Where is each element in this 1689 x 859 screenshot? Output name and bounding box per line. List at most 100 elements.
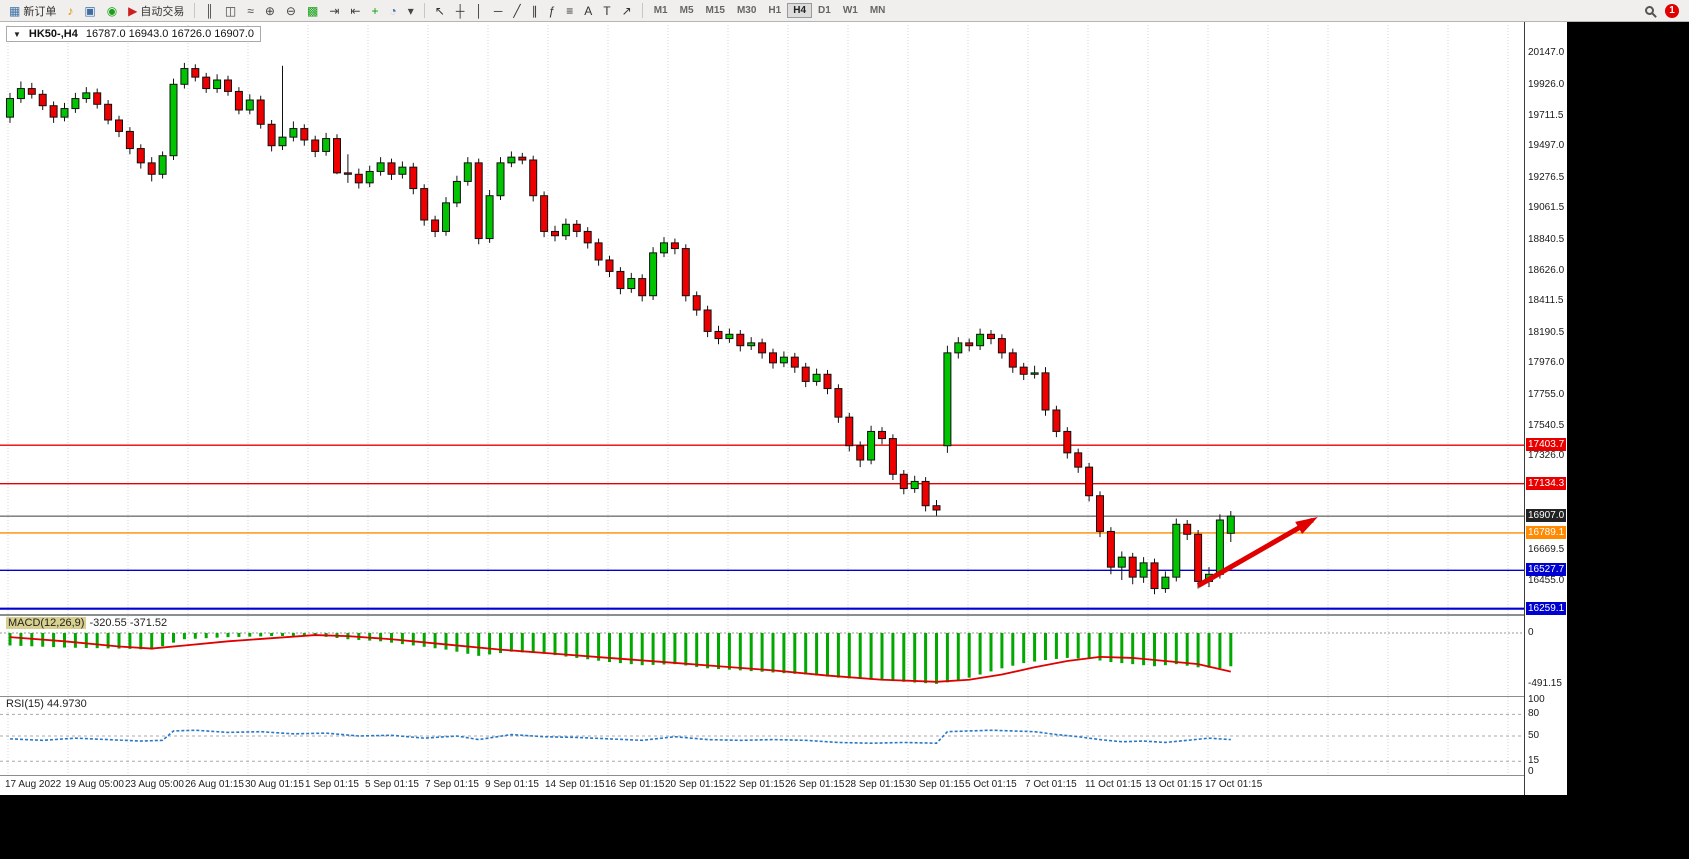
shapes-button[interactable]: ≡ bbox=[561, 3, 578, 19]
new-order-icon: ▦ bbox=[9, 3, 21, 18]
price-tick: 18626.0 bbox=[1528, 264, 1565, 276]
arrows-button[interactable]: ↗ bbox=[617, 3, 637, 19]
label-icon: T bbox=[603, 3, 611, 18]
new-order-button[interactable]: ▦ 新订单 bbox=[4, 1, 61, 21]
price-badge-16789.1: 16789.1 bbox=[1526, 525, 1567, 539]
horizontal-line-icon: ─ bbox=[493, 3, 503, 18]
chart-shift-button[interactable]: ⇤ bbox=[345, 3, 365, 19]
market-watch-button[interactable]: ◉ bbox=[102, 3, 122, 19]
time-label: 23 Aug 05:00 bbox=[125, 779, 184, 790]
price-tick: 19061.5 bbox=[1528, 202, 1565, 214]
timeframe-m15-button[interactable]: M15 bbox=[705, 5, 725, 16]
trend-arrow-head bbox=[1295, 517, 1318, 535]
zoom-out-icon: ⊖ bbox=[285, 3, 296, 18]
label-button[interactable]: T bbox=[598, 3, 615, 19]
templates-button[interactable]: ▾ bbox=[403, 3, 419, 19]
chart-ohlc-values: 16787.0 16943.0 16726.0 16907.0 bbox=[85, 28, 255, 40]
price-badge-17134.3: 17134.3 bbox=[1526, 476, 1567, 490]
time-label: 11 Oct 01:15 bbox=[1085, 779, 1142, 790]
text-button[interactable]: A bbox=[579, 3, 597, 19]
equidistant-channel-icon: ∥ bbox=[531, 3, 538, 18]
fibonacci-button[interactable]: ƒ bbox=[544, 3, 561, 19]
trendline-icon: ╱ bbox=[513, 3, 521, 18]
cursor-icon: ↖ bbox=[434, 3, 445, 18]
timeframe-d1-button[interactable]: D1 bbox=[818, 5, 831, 16]
price-tick: 17540.5 bbox=[1528, 419, 1565, 431]
rsi-line bbox=[9, 729, 1231, 745]
vertical-line-icon: │ bbox=[475, 3, 483, 18]
time-axis[interactable]: 17 Aug 2022 19 Aug 05:00 23 Aug 05:00 26 Au… bbox=[0, 776, 1524, 795]
tile-windows-icon: ▩ bbox=[306, 3, 319, 18]
bar-chart-button[interactable]: ║ bbox=[200, 3, 219, 19]
chart-title-chip[interactable]: ▼ HK50-,H4 16787.0 16943.0 16726.0 16907… bbox=[6, 26, 262, 42]
price-axis[interactable]: 20147.0 19926.0 19711.5 19497.0 19276.5 19061… bbox=[1524, 22, 1567, 795]
price-badge-16907.0: 16907.0 bbox=[1526, 509, 1567, 523]
time-label: 16 Sep 01:15 bbox=[605, 779, 665, 790]
macd-pane-separator[interactable] bbox=[0, 614, 1524, 616]
macd-axis-min: -491.15 bbox=[1528, 678, 1562, 689]
time-label: 7 Oct 01:15 bbox=[1025, 779, 1077, 790]
auto-scroll-button[interactable]: ⇥ bbox=[324, 3, 344, 19]
rsi-pane-separator[interactable] bbox=[0, 696, 1524, 697]
indicators-icon: + bbox=[371, 3, 379, 18]
timeframe-m1-button[interactable]: M1 bbox=[653, 5, 668, 16]
notification-badge[interactable]: 1 bbox=[1665, 3, 1679, 18]
charts-sound-button[interactable]: ♪ bbox=[62, 3, 78, 19]
zoom-out-button[interactable]: ⊖ bbox=[281, 3, 301, 19]
price-tick: 18411.5 bbox=[1528, 295, 1564, 307]
rsi-axis-100: 100 bbox=[1528, 694, 1545, 705]
rsi-axis-15: 15 bbox=[1528, 755, 1540, 767]
timeframe-mn-button[interactable]: MN bbox=[869, 5, 886, 16]
time-label: 17 Aug 2022 bbox=[5, 779, 62, 790]
crosshair-icon: ┼ bbox=[455, 3, 465, 18]
macd-pane[interactable] bbox=[0, 616, 1524, 696]
time-label: 30 Sep 01:15 bbox=[905, 779, 965, 790]
trendline-button[interactable]: ╱ bbox=[508, 3, 525, 19]
price-tick: 19497.0 bbox=[1528, 140, 1565, 152]
equidistant-channel-button[interactable]: ∥ bbox=[527, 3, 543, 19]
time-label: 28 Sep 01:15 bbox=[845, 779, 905, 790]
cursor-button[interactable]: ↖ bbox=[430, 3, 450, 19]
price-tick: 16669.5 bbox=[1528, 544, 1565, 556]
macd-axis-zero: 0 bbox=[1528, 627, 1534, 638]
price-tick: 16455.0 bbox=[1528, 574, 1565, 586]
toolbar-separator bbox=[641, 3, 643, 18]
chart-symbol-period: HK50-,H4 bbox=[28, 28, 78, 40]
zoom-in-icon: ⊕ bbox=[264, 3, 275, 18]
price-chart[interactable] bbox=[0, 25, 1524, 615]
macd-indicator-label: MACD(12,26,9) -320.55 -371.52 bbox=[6, 617, 168, 629]
time-label: 7 Sep 01:15 bbox=[425, 779, 479, 790]
timeframe-m5-button[interactable]: M5 bbox=[679, 5, 694, 16]
toolbar-separator bbox=[423, 3, 425, 18]
tile-windows-button[interactable]: ▩ bbox=[302, 3, 323, 19]
candlestick-chart-button[interactable]: ◫ bbox=[220, 3, 241, 19]
chart-shift-icon: ⇤ bbox=[350, 3, 361, 18]
periods-button[interactable]: ◔ bbox=[384, 3, 401, 19]
dropdown-triangle-icon: ▼ bbox=[13, 29, 21, 39]
rsi-pane[interactable] bbox=[0, 697, 1524, 775]
time-label: 5 Sep 01:15 bbox=[365, 779, 419, 790]
autotrading-button[interactable]: ▶ 自动交易 bbox=[123, 1, 189, 21]
crosshair-button[interactable]: ┼ bbox=[451, 3, 470, 19]
timeframe-h1-button[interactable]: H1 bbox=[768, 5, 782, 16]
data-window-button[interactable]: ▣ bbox=[79, 3, 100, 19]
price-badge-17403.7: 17403.7 bbox=[1526, 438, 1567, 452]
search-icon[interactable] bbox=[1645, 6, 1654, 15]
zoom-in-button[interactable]: ⊕ bbox=[260, 3, 280, 19]
fibonacci-icon: ƒ bbox=[548, 3, 556, 18]
shapes-icon: ≡ bbox=[566, 3, 574, 18]
chart-window: ▼ HK50-,H4 16787.0 16943.0 16726.0 16907… bbox=[0, 22, 1567, 795]
text-icon: A bbox=[584, 3, 593, 18]
indicators-button[interactable]: + bbox=[366, 3, 383, 19]
auto-scroll-icon: ⇥ bbox=[329, 3, 340, 18]
line-chart-icon: ≈ bbox=[247, 3, 254, 18]
horizontal-line-button[interactable]: ─ bbox=[489, 3, 508, 19]
timeframe-h4-button[interactable]: H4 bbox=[787, 3, 813, 18]
line-chart-button[interactable]: ≈ bbox=[242, 3, 259, 19]
price-badge-16527.7: 16527.7 bbox=[1526, 563, 1567, 577]
timeframe-w1-button[interactable]: W1 bbox=[842, 5, 858, 16]
timeframe-m30-button[interactable]: M30 bbox=[736, 5, 757, 16]
market-watch-icon: ◉ bbox=[106, 3, 118, 18]
vertical-line-button[interactable]: │ bbox=[470, 3, 488, 19]
